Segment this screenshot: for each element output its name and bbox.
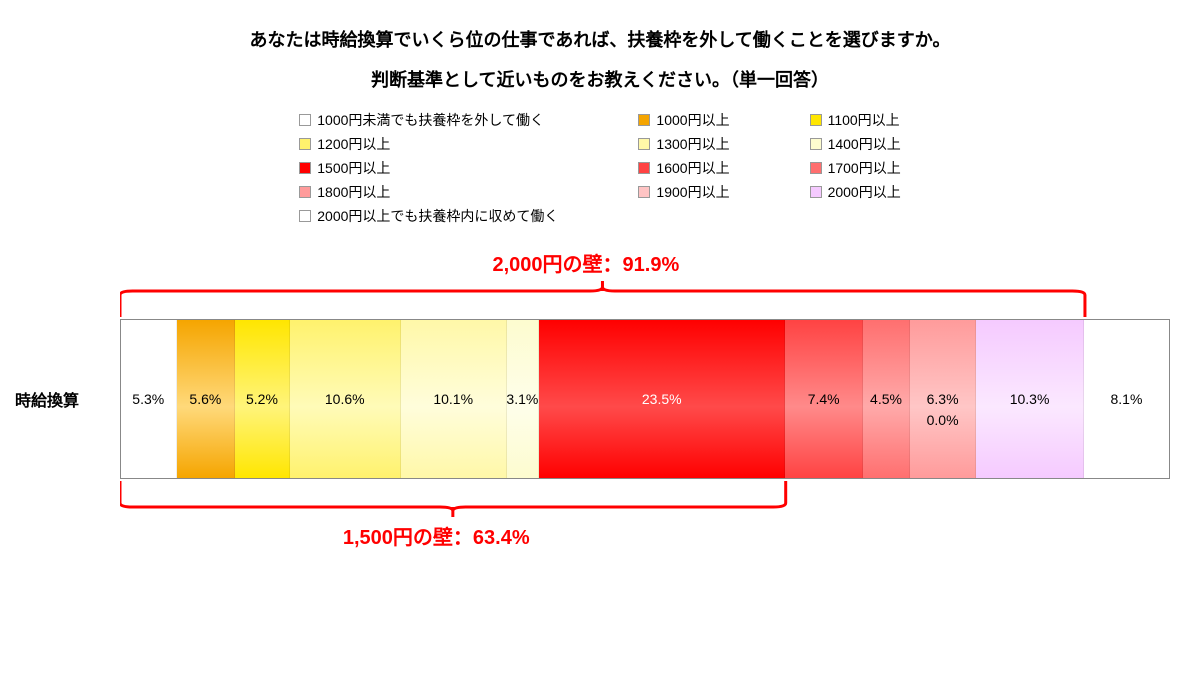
legend-label: 1000円以上 [656,110,729,130]
legend-label: 1700円以上 [828,158,901,178]
legend-label: 1900円以上 [656,182,729,202]
legend-item: 1300円以上 [638,134,729,154]
bar-segment: 10.3% [976,320,1084,478]
legend-label: 1500円以上 [317,158,390,178]
legend-label: 1400円以上 [828,134,901,154]
bar-segment: 7.4% [785,320,863,478]
bar-segment: 6.3% 0.0% [910,320,976,478]
bar-segment-extra-label: 0.0% [927,412,959,428]
bar-segment-label: 7.4% [808,391,840,407]
legend-swatch [299,186,311,198]
stacked-bar: 5.3% 5.6% 5.2% 10.6% 10.1% 3.1% 23.5% 7.4% 4.5% 6… [120,319,1170,479]
bracket-top [120,279,1170,319]
legend-label: 1200円以上 [317,134,390,154]
legend-item: 1700円以上 [810,158,901,178]
legend-swatch [810,162,822,174]
bar-segment: 3.1% [507,320,539,478]
legend-item: 1900円以上 [638,182,729,202]
bracket-bottom [120,479,1170,519]
annotation-bottom-text: 1,500円の壁：63.4% [0,521,1200,550]
legend-swatch [299,114,311,126]
legend-item: 1500円以上 [299,158,558,178]
bar-segment: 4.5% [863,320,910,478]
legend-item: 1100円以上 [810,110,901,130]
legend-item: 2000円以上でも扶養枠内に収めて働く [299,206,558,226]
bar-segment: 5.3% [121,320,177,478]
bar-segment-label: 5.2% [246,391,278,407]
bar-segment: 10.6% [290,320,401,478]
legend: 1000円未満でも扶養枠を外して働く 1000円以上 1100円以上 1200円以上 1… [0,110,1200,226]
legend-swatch [638,162,650,174]
bar-segment: 5.6% [177,320,236,478]
legend-item: 1600円以上 [638,158,729,178]
bar-segment-label: 6.3% [927,391,959,407]
bar-segment-label: 3.1% [506,391,538,407]
bar-segment-label: 10.3% [1010,391,1050,407]
bar-segment: 8.1% [1084,320,1169,478]
legend-item: 1000円以上 [638,110,729,130]
legend-swatch [638,138,650,150]
legend-swatch [299,138,311,150]
legend-label: 1800円以上 [317,182,390,202]
legend-item: 1400円以上 [810,134,901,154]
bar-segment: 5.2% [235,320,289,478]
legend-label: 2000円以上でも扶養枠内に収めて働く [317,206,558,226]
bar-segment-label: 10.6% [325,391,365,407]
legend-label: 1600円以上 [656,158,729,178]
legend-label: 1300円以上 [656,134,729,154]
bar-segment: 23.5% [539,320,785,478]
legend-swatch [638,186,650,198]
legend-item: 2000円以上 [810,182,901,202]
bar-segment-label: 8.1% [1111,391,1143,407]
legend-item: 1800円以上 [299,182,558,202]
bar-segment-label: 23.5% [642,391,682,407]
legend-swatch [299,210,311,222]
legend-item: 1000円未満でも扶養枠を外して働く [299,110,558,130]
bar-segment-label: 5.6% [189,391,221,407]
axis-label: 時給換算 [15,387,79,411]
chart-title-line2: 判断基準として近いものをお教えください。（単一回答） [0,66,1200,92]
bar-segment-label: 10.1% [433,391,473,407]
annotation-top-text: 2,000円の壁：91.9% [0,248,1200,277]
legend-swatch [299,162,311,174]
bar-segment-label: 5.3% [132,391,164,407]
legend-swatch [638,114,650,126]
legend-swatch [810,138,822,150]
legend-label: 1000円未満でも扶養枠を外して働く [317,110,544,130]
legend-label: 1100円以上 [828,110,900,130]
legend-label: 2000円以上 [828,182,901,202]
bar-segment: 10.1% [401,320,507,478]
chart-title-line1: あなたは時給換算でいくら位の仕事であれば、扶養枠を外して働くことを選びますか。 [0,26,1200,52]
bar-segment-label: 4.5% [870,391,902,407]
legend-swatch [810,186,822,198]
legend-swatch [810,114,822,126]
legend-item: 1200円以上 [299,134,558,154]
